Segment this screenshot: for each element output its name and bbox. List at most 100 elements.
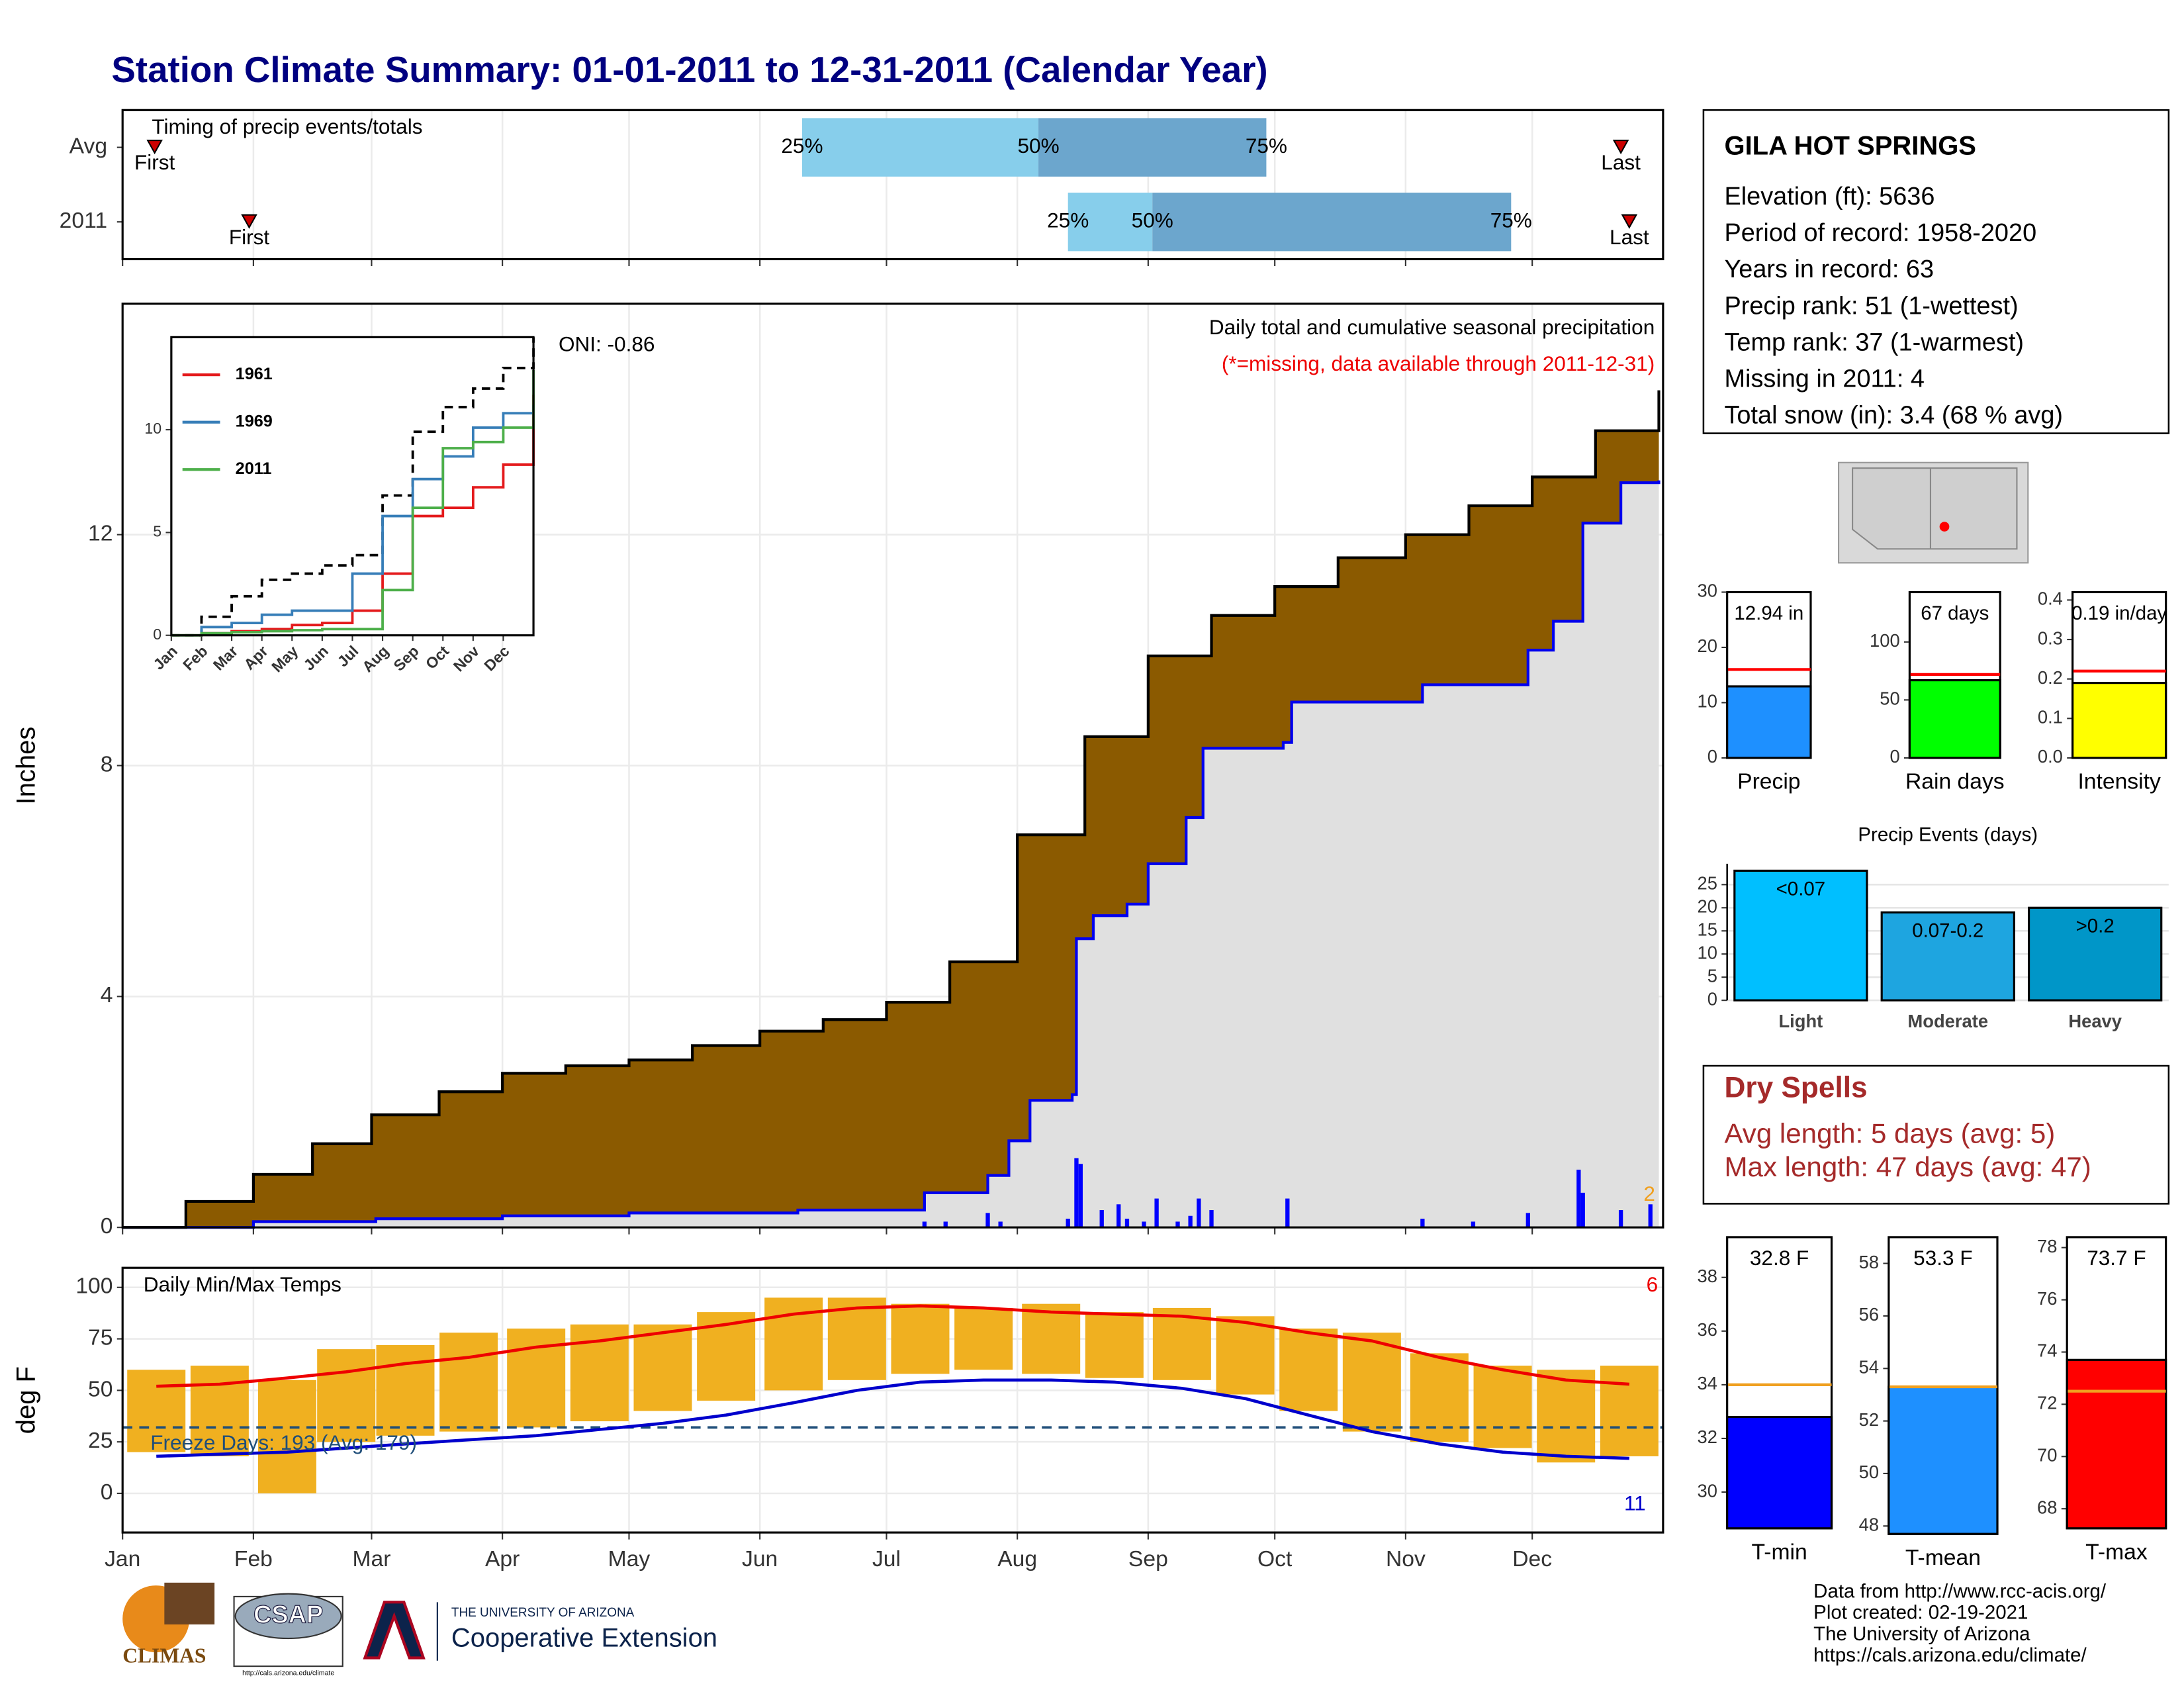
normal-line: [122, 390, 1661, 1229]
dry-spell-line: Avg length: 5 days (avg: 5): [1724, 1117, 2055, 1149]
map: [1838, 461, 2029, 564]
y-tick-label: 20: [1698, 635, 1717, 656]
temp-range-bar: [1342, 1333, 1401, 1432]
y-tick-label: 50: [88, 1377, 113, 1401]
daily-bar: [1078, 1164, 1083, 1228]
category-label: Precip: [1737, 770, 1800, 794]
bar: [1726, 1415, 1833, 1530]
month-label: Oct: [1257, 1547, 1293, 1571]
y-tick-label: 30: [1698, 1480, 1717, 1501]
daily-bar: [1420, 1219, 1425, 1228]
inset-line: [171, 337, 535, 637]
station-line: Elevation (ft): 5636: [1724, 183, 1934, 211]
y-tick-label: 34: [1698, 1373, 1717, 1393]
y-tick-label: 0.3: [2038, 628, 2063, 648]
category-label: Light: [1778, 1011, 1823, 1031]
y-tick-label: 25: [1698, 873, 1717, 894]
month-label: Dec: [1512, 1547, 1552, 1571]
temp-range-bar: [1473, 1366, 1532, 1448]
timing-label: Last: [1601, 150, 1641, 174]
observed-area: [122, 480, 1659, 1228]
percentile-label: 50%: [1017, 134, 1059, 158]
category-label: T-mean: [1905, 1546, 1981, 1570]
y-tick-label: 0: [1707, 988, 1717, 1009]
y-tick-label: 48: [1859, 1515, 1879, 1535]
panel-title: Daily Min/Max Temps: [144, 1272, 341, 1296]
category-label: T-min: [1752, 1540, 1807, 1565]
bar: [1733, 869, 1868, 1002]
daily-bar: [1154, 1198, 1159, 1228]
y-tick-label: 50: [1880, 688, 1899, 709]
timing-label: First: [229, 225, 270, 249]
daily-bar: [1175, 1221, 1180, 1228]
climas-text: CLIMAS: [122, 1644, 206, 1667]
timing-label: First: [134, 150, 175, 174]
station-box: [1702, 109, 2170, 434]
month-label: Nov: [1386, 1547, 1426, 1571]
value-label: 12.94 in: [1734, 602, 1803, 624]
legend-label: 2011: [236, 459, 272, 478]
daily-bar: [998, 1221, 1003, 1228]
temp-range-bar: [891, 1303, 950, 1374]
bar: [1880, 911, 2015, 1002]
daily-bar: [1074, 1158, 1079, 1228]
daily-bar: [1197, 1198, 1201, 1228]
month-label: Jul: [872, 1547, 901, 1571]
temp-range-bar: [633, 1324, 692, 1411]
temp-range-bar: [1279, 1329, 1338, 1411]
y-tick-label: 0.4: [2038, 588, 2063, 609]
chart-title: Daily total and cumulative seasonal prec…: [1209, 315, 1655, 339]
inset-line: [171, 370, 535, 637]
timing-marker: [1612, 140, 1629, 155]
temp-range-bar: [507, 1329, 566, 1428]
y-tick-label: 0: [1707, 746, 1717, 767]
y-tick-label: 8: [101, 752, 113, 776]
station-line: Temp rank: 37 (1-warmest): [1724, 328, 2024, 356]
y-tick-label: 76: [2037, 1288, 2057, 1309]
temp-range-bar: [1216, 1316, 1275, 1395]
map-states: [1852, 467, 2018, 550]
daily-bar: [1188, 1215, 1193, 1228]
station-line: Period of record: 1958-2020: [1724, 219, 2036, 247]
ua-logo: [363, 1601, 426, 1660]
dry-spells-title: Dry Spells: [1724, 1072, 1867, 1104]
y-tick-label: 0.1: [2038, 707, 2063, 727]
station-line: Total snow (in): 3.4 (68 % avg): [1724, 402, 2063, 430]
category-label: Moderate: [1907, 1011, 1988, 1031]
percentile-label: 75%: [1246, 134, 1287, 158]
y-tick-label: 0: [1889, 746, 1899, 767]
temp-range-bar: [1600, 1366, 1659, 1456]
temp-range-bar: [439, 1333, 498, 1432]
daily-bar: [1618, 1210, 1623, 1228]
value-label: 0.19 in/day: [2071, 602, 2167, 624]
temp-range-bar: [190, 1366, 249, 1456]
daily-bar: [1142, 1221, 1146, 1228]
plot-frame: [121, 109, 1664, 261]
percentile-label: 50%: [1132, 209, 1173, 232]
plot-frame: [121, 303, 1664, 1229]
bar: [1908, 679, 2001, 759]
category-label: Rain days: [1905, 770, 2005, 794]
bar: [2071, 682, 2167, 759]
y-tick-label: 72: [2037, 1393, 2057, 1413]
plot-frame: [170, 336, 535, 637]
timing-marker: [1621, 214, 1638, 229]
month-label: Sep: [1128, 1547, 1168, 1571]
y-tick-label: 30: [1698, 581, 1717, 601]
daily-bar: [1285, 1198, 1290, 1228]
y-tick-label: 0.2: [2038, 667, 2063, 688]
daily-bar: [1648, 1204, 1653, 1228]
chart-subtitle: (*=missing, data available through 2011-…: [1222, 352, 1655, 375]
month-label: Aug: [997, 1547, 1037, 1571]
footer-line: Data from http://www.rcc-acis.org/: [1813, 1580, 2107, 1602]
daily-bar: [943, 1221, 948, 1228]
daily-bar: [985, 1213, 990, 1228]
percentile-label: 25%: [781, 134, 823, 158]
bar: [1726, 685, 1812, 759]
bar: [1888, 1385, 1999, 1535]
csap-url: http://cals.arizona.edu/climate: [242, 1669, 334, 1677]
csap-text: CSAP: [253, 1601, 323, 1628]
percentile-label: 25%: [1047, 209, 1089, 232]
